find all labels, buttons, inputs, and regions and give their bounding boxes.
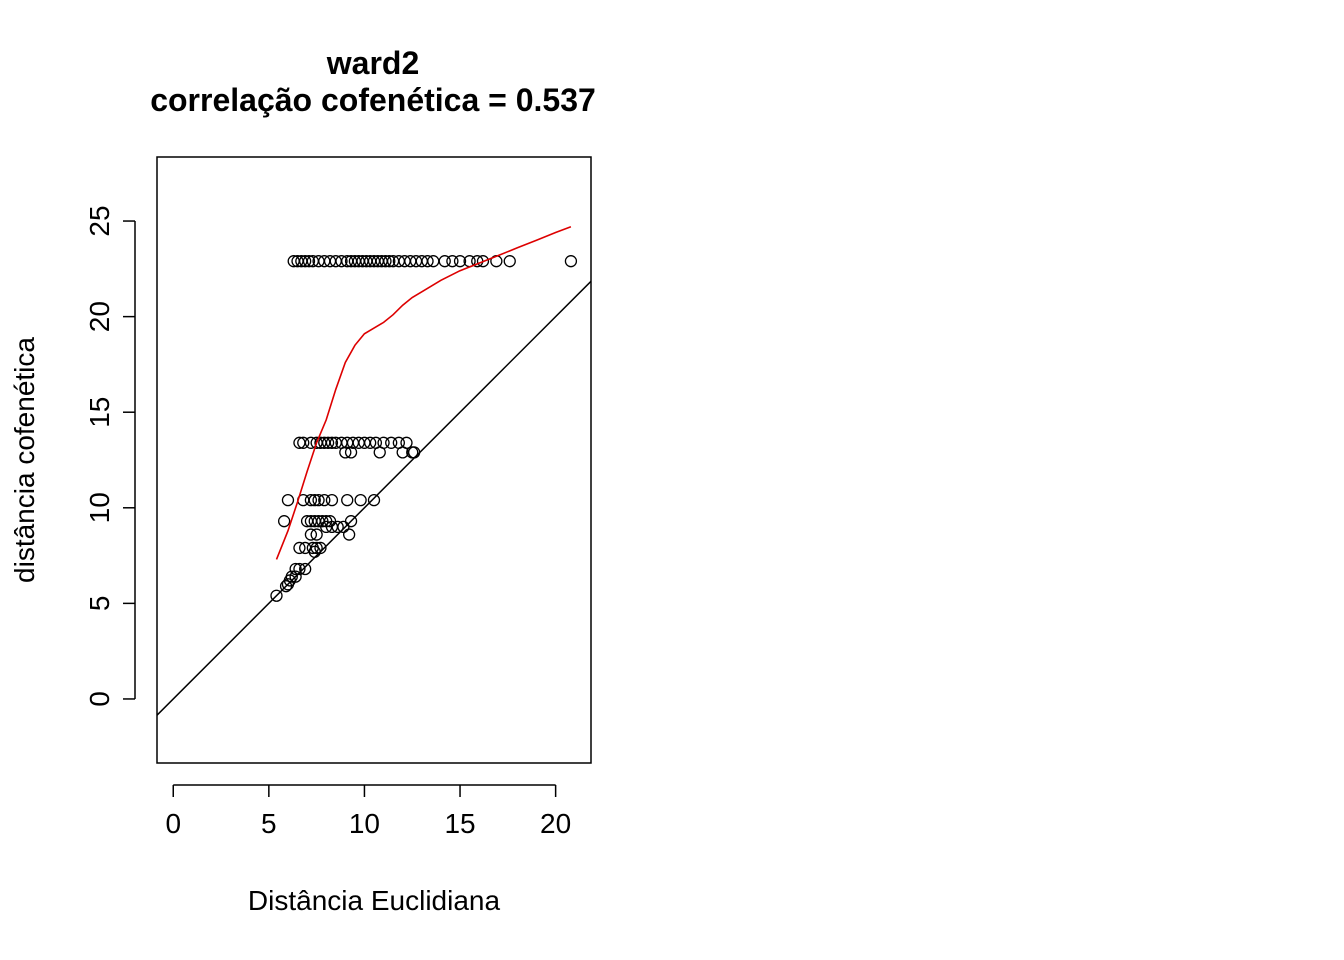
y-tick-label: 25: [84, 205, 115, 236]
chart-subtitle: correlação cofenética = 0.537: [150, 82, 596, 118]
data-point: [277, 515, 291, 528]
data-point: [385, 436, 398, 449]
data-point: [339, 446, 352, 459]
plot-frame: [156, 156, 592, 764]
x-axis: 0 5 10 15 20: [165, 784, 571, 839]
data-point: [503, 255, 516, 268]
data-point: [308, 545, 321, 558]
y-tick-label: 0: [84, 691, 115, 707]
data-point: [281, 493, 295, 507]
x-tick-label: 15: [444, 808, 475, 839]
data-point: [379, 255, 392, 268]
data-point: [293, 562, 306, 576]
data-point: [421, 255, 434, 268]
smooth-line: [275, 226, 572, 560]
data-point: [321, 436, 335, 449]
y-axis: 0 5 10 15 20 25: [84, 205, 136, 707]
data-point: [308, 493, 321, 507]
data-point: [297, 436, 310, 449]
x-tick-label: 5: [261, 808, 277, 839]
data-point: [325, 493, 339, 507]
data-point: [476, 255, 490, 268]
data-point: [302, 255, 316, 268]
data-point: [564, 255, 578, 268]
data-point: [304, 528, 318, 541]
data-point: [293, 541, 306, 555]
y-tick-label: 5: [84, 596, 115, 612]
data-point: [335, 255, 348, 268]
y-tick-label: 15: [84, 397, 115, 428]
data-point: [299, 255, 312, 268]
plot-area: [157, 226, 591, 716]
data-point: [446, 255, 459, 268]
data-point: [453, 255, 467, 268]
data-point: [289, 562, 302, 576]
data-point: [364, 436, 377, 449]
data-point: [281, 578, 295, 591]
chart-title: ward2: [326, 45, 419, 81]
data-point: [279, 580, 293, 593]
x-tick-label: 10: [349, 808, 380, 839]
data-point: [354, 493, 367, 507]
y-tick-label: 20: [84, 301, 115, 332]
data-point: [344, 446, 358, 459]
x-tick-label: 0: [165, 808, 181, 839]
identity-line: [157, 280, 591, 716]
data-point: [310, 528, 323, 541]
data-point: [331, 520, 344, 534]
data-point: [373, 446, 386, 459]
data-point: [341, 493, 354, 507]
data-point: [299, 562, 312, 576]
data-point: [342, 528, 356, 541]
data-point: [312, 493, 325, 507]
data-point: [304, 493, 318, 507]
data-point: [270, 589, 283, 602]
y-tick-label: 10: [84, 492, 115, 523]
x-axis-label: Distância Euclidiana: [248, 885, 501, 916]
x-tick-label: 20: [540, 808, 571, 839]
y-axis-label: distância cofenética: [9, 337, 40, 583]
data-point: [383, 255, 396, 268]
data-point: [407, 446, 421, 459]
data-point: [325, 436, 339, 449]
data-point: [438, 255, 451, 268]
data-point: [318, 493, 331, 507]
data-point: [367, 493, 381, 507]
